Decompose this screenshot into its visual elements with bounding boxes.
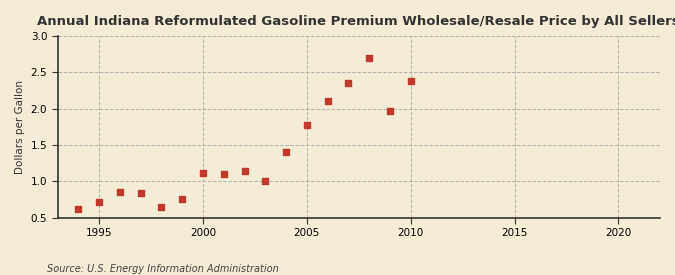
Point [156,205,167,209]
Point [364,56,375,60]
Point [385,109,396,113]
Point [260,179,271,183]
Point [281,149,292,154]
Point [343,81,354,86]
Point [135,191,146,195]
Title: Annual Indiana Reformulated Gasoline Premium Wholesale/Resale Price by All Selle: Annual Indiana Reformulated Gasoline Pre… [38,15,675,28]
Y-axis label: Dollars per Gallon: Dollars per Gallon [15,80,25,174]
Point [322,99,333,104]
Point [73,207,84,211]
Text: Source: U.S. Energy Information Administration: Source: U.S. Energy Information Administ… [47,264,279,274]
Point [219,172,230,176]
Point [177,197,188,201]
Point [239,169,250,173]
Point [405,79,416,83]
Point [198,170,209,175]
Point [302,122,313,127]
Point [94,199,105,204]
Point [115,190,126,194]
